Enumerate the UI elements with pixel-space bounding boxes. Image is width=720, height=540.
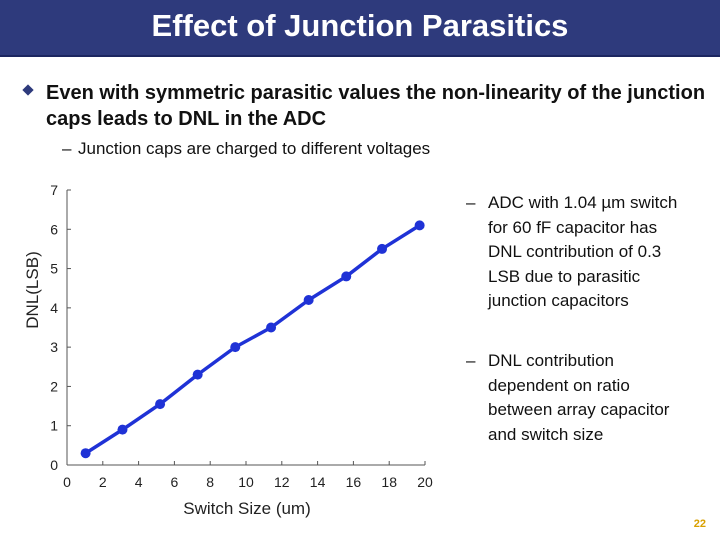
x-tick-label: 20: [417, 474, 433, 490]
data-point: [266, 322, 277, 333]
x-tick-label: 10: [238, 474, 254, 490]
x-tick-label: 2: [99, 474, 107, 490]
chart-axes: [66, 190, 425, 466]
series-line: [84, 223, 421, 455]
data-point: [377, 243, 388, 254]
data-point: [341, 271, 352, 282]
bullet-diamond-icon: [22, 84, 34, 96]
x-tick-label: 0: [63, 474, 71, 490]
note-dnl-ratio: – DNL contribution dependent on ratio be…: [466, 349, 686, 447]
data-point: [155, 399, 166, 410]
y-tick-label: 0: [50, 457, 58, 473]
x-tick-label: 12: [274, 474, 290, 490]
y-tick-label: 4: [50, 300, 58, 316]
y-tick-label: 3: [50, 339, 58, 355]
y-tick-label: 2: [50, 378, 58, 394]
sub-bullet-text: Junction caps are charged to different v…: [78, 139, 431, 158]
y-tick-label: 5: [50, 261, 58, 277]
x-tick-label: 8: [206, 474, 214, 490]
x-tick-label: 18: [381, 474, 397, 490]
data-point: [414, 220, 425, 231]
sub-bullet-dash: –: [62, 139, 72, 158]
data-point: [117, 424, 128, 435]
note-text: ADC with 1.04 µm switch for 60 fF capaci…: [488, 193, 678, 310]
note-switch-dnl: – ADC with 1.04 µm switch for 60 fF capa…: [466, 191, 686, 314]
note-dash: –: [466, 193, 476, 212]
data-point: [192, 369, 203, 380]
note-dash: –: [466, 351, 476, 370]
data-point: [303, 295, 314, 305]
y-tick-label: 6: [50, 221, 58, 237]
x-axis-label: Switch Size (um): [183, 499, 311, 518]
x-tick-label: 14: [310, 474, 326, 490]
title-bar: Effect of Junction Parasitics: [0, 0, 720, 57]
data-point: [230, 342, 241, 353]
x-tick-label: 4: [135, 474, 143, 490]
y-tick-label: 7: [50, 182, 58, 198]
x-tick-label: 16: [346, 474, 362, 490]
sub-bullet: – Junction caps are charged to different …: [62, 139, 430, 159]
y-axis-label: DNL(LSB): [23, 251, 42, 328]
y-tick-label: 1: [50, 418, 58, 434]
note-text: DNL contribution dependent on ratio betw…: [488, 351, 670, 444]
page-title: Effect of Junction Parasitics: [151, 8, 569, 43]
main-bullet-text: Even with symmetric parasitic values the…: [46, 82, 706, 130]
data-point: [80, 448, 91, 459]
page-number: 22: [693, 518, 706, 530]
x-tick-label: 6: [171, 474, 179, 490]
series-points: [80, 220, 425, 459]
